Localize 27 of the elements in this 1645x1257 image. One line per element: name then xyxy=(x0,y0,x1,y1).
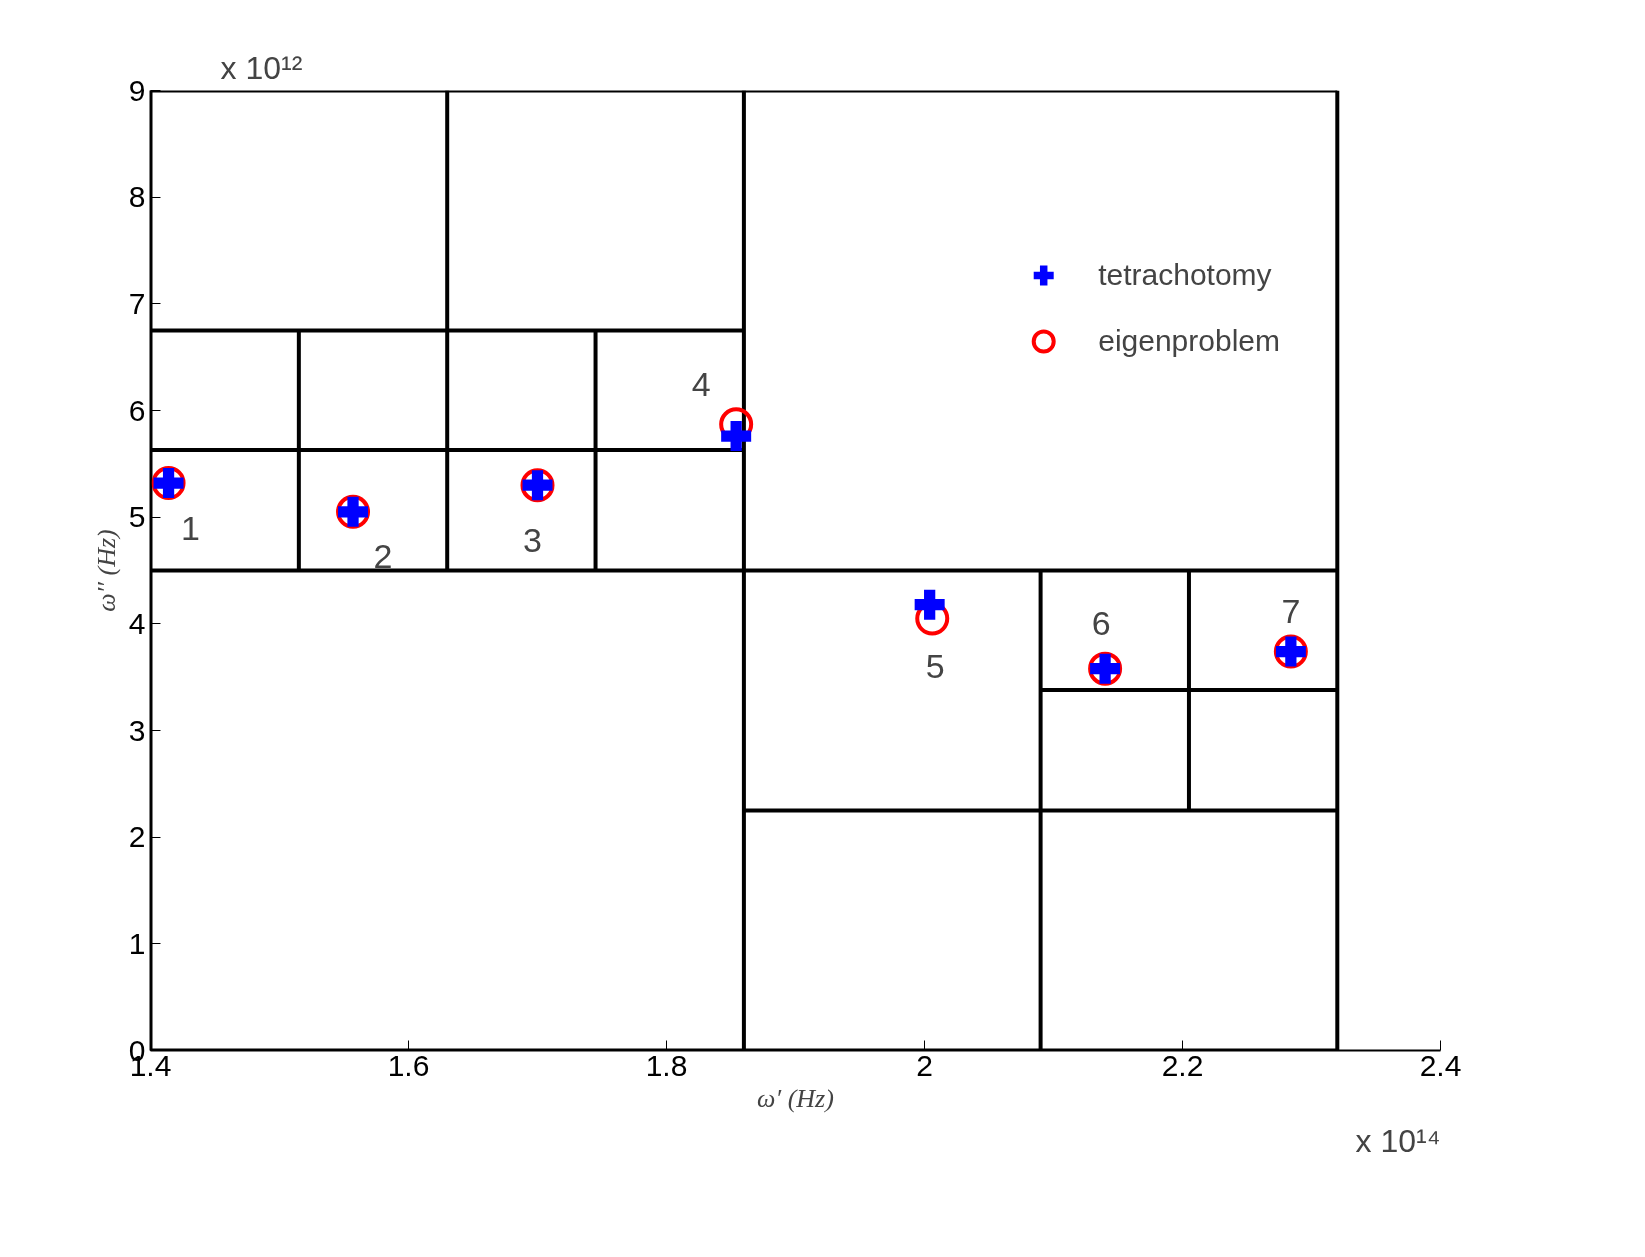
annotation: 7 xyxy=(1281,592,1301,631)
y-tick-label: 9 xyxy=(128,73,146,107)
x-axis-title: ω′ (Hz) xyxy=(757,1083,834,1113)
annotation: 3 xyxy=(523,520,542,559)
annotation: 5 xyxy=(925,647,945,685)
y-axis-title: ω′′ (Hz) xyxy=(91,529,121,612)
y-tick-label: 6 xyxy=(128,393,146,427)
y-tick-label: 1 xyxy=(128,926,146,960)
y-tick-label: 5 xyxy=(128,500,146,534)
x-tick-label: 2 xyxy=(916,1048,933,1082)
y-tick-label: 3 xyxy=(128,713,146,747)
y-tick-label: 7 xyxy=(128,286,146,320)
text: x 10¹⁴ xyxy=(1355,1122,1441,1159)
annotation: 1 xyxy=(181,508,201,547)
y-tick-label: 4 xyxy=(128,606,146,640)
x-tick-label: 2.2 xyxy=(1161,1048,1204,1082)
annotation: 6 xyxy=(1091,604,1111,643)
text: x 10¹² xyxy=(220,49,303,86)
annotation: 2 xyxy=(373,537,393,576)
y-tick-label: 8 xyxy=(128,180,146,214)
legend-label: eigenproblem xyxy=(1098,324,1280,358)
legend-label: tetrachotomy xyxy=(1098,258,1272,292)
annotation: 4 xyxy=(691,364,711,403)
x-tick-label: 2.4 xyxy=(1419,1048,1462,1082)
x-tick-label: 1.6 xyxy=(387,1048,430,1082)
x-tick-label: 1.8 xyxy=(645,1048,688,1082)
y-tick-label: 2 xyxy=(128,820,146,854)
